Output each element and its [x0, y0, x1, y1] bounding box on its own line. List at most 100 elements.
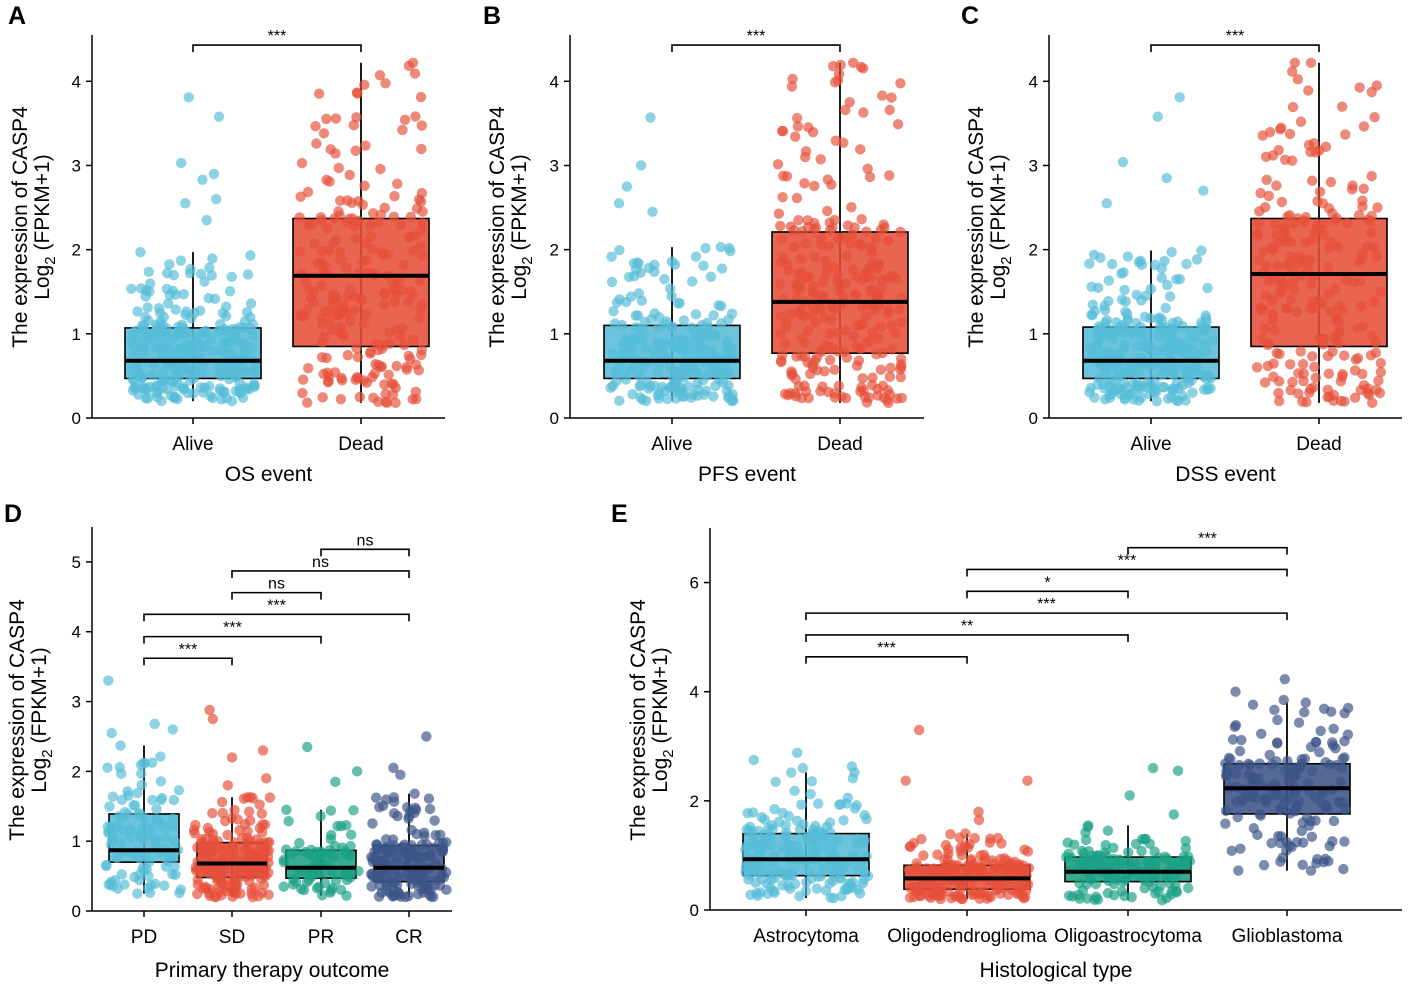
data-point	[836, 391, 847, 402]
data-point	[716, 318, 727, 329]
data-point	[1304, 820, 1315, 831]
data-point	[690, 309, 702, 320]
data-point	[370, 792, 382, 803]
data-point	[1235, 843, 1246, 854]
data-point	[170, 362, 182, 374]
data-point	[834, 799, 845, 811]
data-point	[158, 311, 170, 323]
data-point	[1063, 890, 1075, 901]
data-point	[828, 892, 839, 904]
data-point	[1279, 154, 1291, 165]
data-point	[416, 344, 428, 356]
data-point	[375, 855, 386, 867]
data-point	[1288, 764, 1299, 775]
data-point	[1298, 368, 1309, 379]
y-axis-title-suffix: (FPKM+1)	[31, 154, 54, 256]
data-point	[1349, 392, 1361, 403]
data-point	[394, 871, 405, 882]
data-point	[883, 397, 894, 409]
data-point	[162, 267, 173, 279]
data-point	[1149, 259, 1161, 271]
data-point	[1183, 851, 1194, 862]
data-point	[1354, 256, 1365, 268]
data-point	[710, 380, 721, 392]
data-point	[1166, 246, 1177, 258]
data-point	[1124, 790, 1135, 801]
x-axis-title: DSS event	[1175, 463, 1276, 486]
y-axis-title-subscript: 2	[660, 749, 677, 757]
data-point	[378, 299, 390, 310]
y-tick-label: 4	[690, 683, 699, 702]
data-point	[407, 57, 419, 68]
data-point	[885, 362, 896, 374]
y-axis-title: The expression of CASP4Log2 (FPKM+1)	[9, 106, 59, 348]
box-group-oligodendroglioma: Oligodendroglioma	[887, 724, 1047, 947]
data-point	[1374, 387, 1386, 399]
y-tick-label: 3	[1029, 156, 1038, 175]
x-axis-title: Primary therapy outcome	[155, 959, 390, 982]
data-point	[1145, 283, 1157, 295]
data-point	[135, 246, 146, 258]
data-point	[1305, 865, 1317, 876]
data-point	[1156, 894, 1168, 906]
data-point	[678, 315, 690, 326]
data-point	[1366, 210, 1377, 222]
data-point	[371, 839, 382, 850]
data-point	[1300, 237, 1311, 248]
data-point	[1260, 796, 1272, 808]
y-tick-label: 0	[72, 409, 81, 428]
data-point	[1164, 349, 1176, 360]
data-point	[256, 852, 268, 864]
data-point	[283, 816, 294, 827]
data-point	[140, 311, 151, 323]
data-point	[1347, 180, 1358, 191]
data-point	[413, 365, 425, 376]
data-point	[1182, 882, 1194, 894]
data-point	[851, 271, 863, 283]
data-point	[1248, 823, 1260, 834]
data-point	[310, 120, 321, 132]
data-point	[1372, 202, 1383, 213]
data-point	[1177, 390, 1188, 401]
data-point	[1180, 835, 1191, 847]
data-point	[715, 241, 726, 253]
data-point	[392, 178, 403, 190]
data-point	[1253, 218, 1264, 229]
data-point	[840, 325, 851, 336]
data-point	[607, 348, 618, 359]
data-point	[828, 261, 839, 273]
data-point	[882, 385, 894, 396]
y-tick-label: 2	[550, 241, 559, 260]
data-point	[1159, 851, 1171, 862]
data-point	[376, 247, 387, 258]
data-point	[809, 180, 820, 192]
data-point	[1305, 278, 1317, 290]
data-point	[1333, 337, 1344, 349]
x-tick-label: SD	[219, 927, 245, 948]
data-point	[787, 870, 798, 881]
data-point	[1357, 368, 1368, 380]
data-point	[1315, 725, 1326, 737]
data-point	[140, 393, 152, 404]
data-point	[294, 837, 305, 849]
data-point	[847, 57, 859, 68]
data-point	[1256, 333, 1267, 344]
panel-letter: D	[4, 500, 22, 528]
data-point	[263, 836, 275, 848]
data-point	[1350, 354, 1362, 365]
data-point	[973, 814, 985, 826]
data-point	[354, 391, 366, 403]
data-point	[201, 214, 212, 226]
data-point	[389, 296, 400, 307]
data-point	[311, 138, 322, 149]
data-point	[198, 387, 209, 398]
data-point	[351, 112, 362, 123]
data-point	[106, 727, 117, 739]
data-point	[136, 768, 147, 779]
data-point	[1332, 241, 1344, 253]
data-point	[380, 78, 391, 89]
data-point	[1330, 743, 1341, 754]
data-point	[624, 342, 636, 353]
data-point	[1279, 673, 1291, 685]
